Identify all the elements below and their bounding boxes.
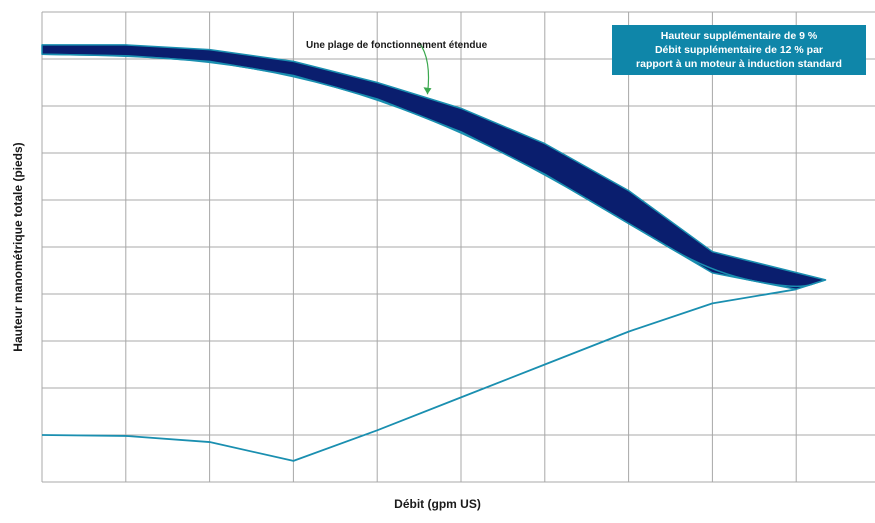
info-box-line-3: rapport à un moteur à induction standard xyxy=(636,58,842,70)
x-axis-label: Débit (gpm US) xyxy=(394,497,481,511)
info-box: Hauteur supplémentaire de 9 % Débit supp… xyxy=(612,25,866,75)
band-annotation: Une plage de fonctionnement étendue xyxy=(306,40,488,51)
y-axis-label: Hauteur manométrique totale (pieds) xyxy=(11,142,25,352)
info-box-line-1: Hauteur supplémentaire de 9 % xyxy=(660,30,818,42)
annotation-arrow-head xyxy=(423,87,432,95)
operating-range-band xyxy=(41,44,827,291)
series-line xyxy=(41,288,797,462)
band-lower-edge xyxy=(41,53,826,288)
info-box-line-2: Débit supplémentaire de 12 % par xyxy=(654,44,824,56)
